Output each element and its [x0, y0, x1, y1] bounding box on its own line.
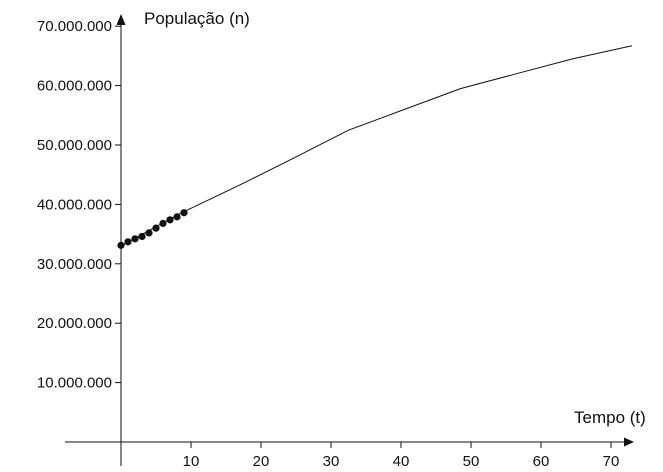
y-axis-title: População (n)	[144, 9, 250, 28]
data-point	[152, 224, 160, 232]
x-tick-label: 20	[253, 453, 270, 470]
x-tick-label: 50	[463, 453, 480, 470]
y-tick-label: 60.000.000	[37, 78, 112, 95]
x-tick-label: 40	[393, 453, 410, 470]
data-point	[138, 232, 146, 241]
data-point	[117, 241, 125, 249]
x-ticks: 10 20 30 40 50 60 70	[183, 442, 620, 470]
y-tick-label: 20.000.000	[37, 315, 112, 332]
axes	[65, 14, 634, 466]
data-point	[173, 213, 181, 221]
x-tick-label: 70	[603, 453, 620, 470]
y-ticks: 10.000.000 20.000.000 30.000.000 40.000.000…	[37, 18, 121, 392]
population-curve	[120, 45, 633, 247]
x-tick-label: 60	[533, 453, 550, 470]
data-point	[180, 209, 188, 217]
y-tick-label: 70.000.000	[37, 18, 112, 35]
data-point	[124, 238, 132, 246]
x-axis-title: Tempo (t)	[574, 408, 646, 427]
y-tick-label: 10.000.000	[37, 375, 112, 392]
x-tick-label: 10	[183, 453, 200, 470]
series-layer	[117, 45, 633, 249]
y-tick-label: 30.000.000	[37, 256, 112, 273]
y-tick-label: 50.000.000	[37, 137, 112, 154]
data-point	[166, 216, 174, 224]
data-point	[131, 235, 139, 243]
data-point	[159, 219, 167, 228]
y-axis-arrow-icon	[116, 14, 126, 25]
x-axis-arrow-icon	[624, 437, 634, 447]
data-point	[145, 229, 153, 237]
y-tick-label: 40.000.000	[37, 196, 112, 213]
x-tick-label: 30	[323, 453, 340, 470]
